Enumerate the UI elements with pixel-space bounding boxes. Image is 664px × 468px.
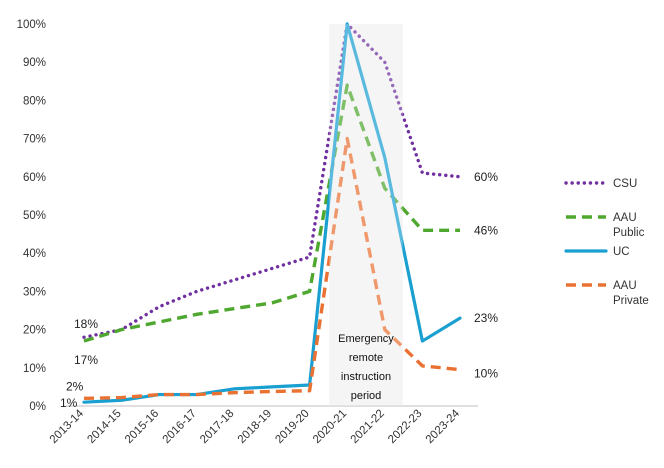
y-tick-label: 50%: [23, 210, 46, 222]
y-tick-label: 30%: [23, 286, 46, 298]
legend-label: UC: [613, 246, 630, 258]
y-tick-label: 70%: [23, 134, 46, 146]
series-line-uc: [82, 22, 462, 404]
x-tick-label: 2015-16: [123, 408, 161, 446]
legend-label: AAU: [613, 280, 637, 292]
y-tick-label: 20%: [23, 325, 46, 337]
start-value-label: 2%: [66, 379, 84, 393]
legend-label: Public: [613, 227, 645, 239]
y-tick-label: 0%: [29, 401, 46, 413]
x-tick-label: 2022-23: [386, 408, 424, 446]
x-tick-label: 2018-19: [236, 408, 274, 446]
x-tick-label: 2020-21: [311, 408, 349, 446]
highlight-label: remote: [349, 352, 383, 364]
series-line-csu: [82, 22, 462, 339]
highlight-label: instruction: [341, 371, 391, 383]
highlight-label: period: [351, 390, 382, 402]
y-tick-label: 100%: [17, 19, 46, 31]
x-tick-label: 2023-24: [424, 407, 463, 446]
legend-label: Private: [613, 295, 649, 307]
start-value-label: 18%: [74, 317, 98, 331]
end-value-label: 23%: [474, 311, 498, 325]
end-value-label: 10%: [474, 367, 498, 381]
highlight-label: Emergency: [338, 333, 394, 345]
end-value-label: 46%: [474, 223, 498, 237]
y-tick-label: 60%: [23, 172, 46, 184]
series-line-aau-private: [83, 136, 461, 401]
y-tick-label: 10%: [23, 363, 46, 375]
y-tick-label: 80%: [23, 95, 46, 107]
end-value-label: 60%: [474, 170, 498, 184]
x-tick-label: 2014-15: [85, 408, 123, 446]
legend-label: AAU: [613, 212, 637, 224]
x-tick-label: 2016-17: [161, 408, 199, 446]
x-tick-label: 2013-14: [48, 407, 87, 446]
y-tick-label: 90%: [23, 57, 46, 69]
start-value-label: 17%: [74, 353, 98, 367]
highlight-overlay: [329, 24, 403, 406]
x-tick-label: 2017-18: [198, 408, 236, 446]
x-tick-label: 2021-22: [349, 408, 387, 446]
series-line-aau-public: [83, 83, 460, 343]
y-tick-label: 40%: [23, 248, 46, 260]
legend-label: CSU: [613, 178, 637, 190]
x-tick-label: 2019-20: [273, 408, 311, 446]
start-value-label: 1%: [60, 396, 78, 410]
